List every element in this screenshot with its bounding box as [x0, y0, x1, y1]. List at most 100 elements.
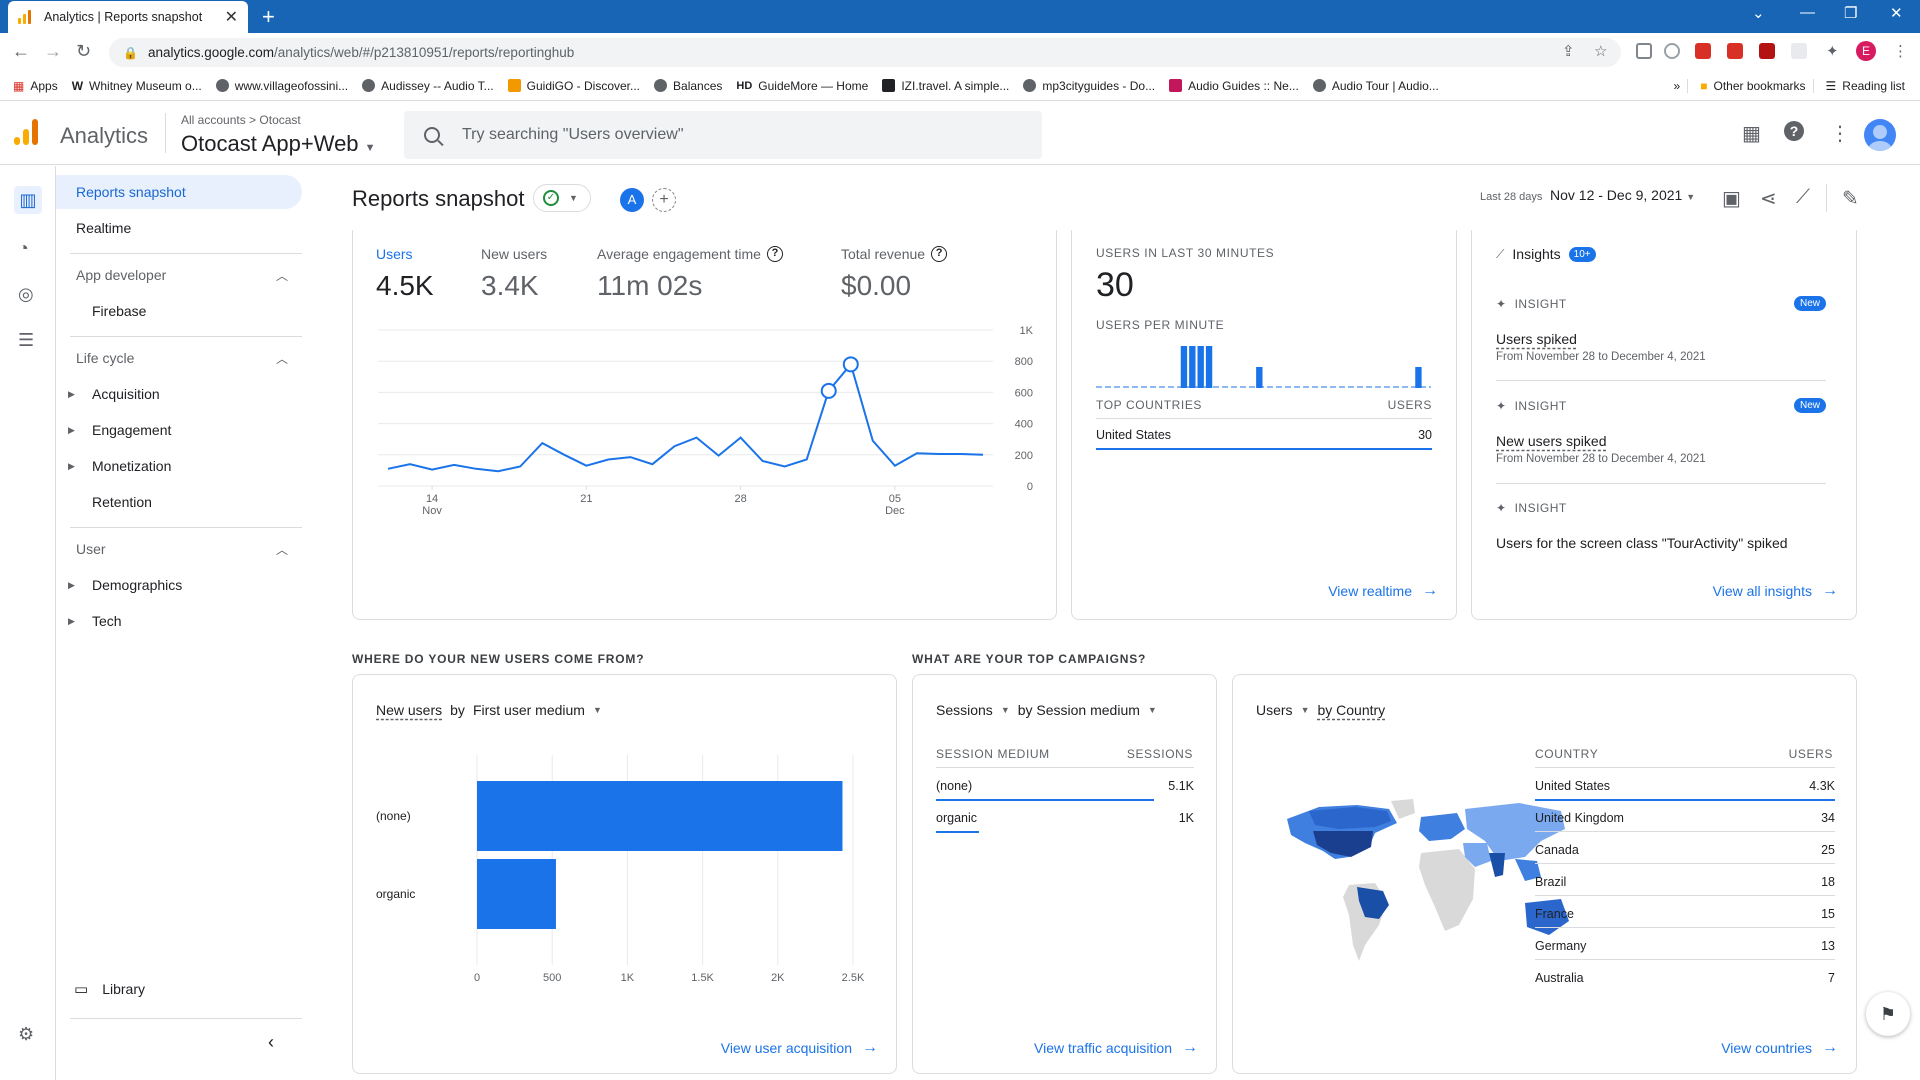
- help-icon[interactable]: ?: [766, 246, 783, 262]
- metric-avg-engagement[interactable]: Average engagement time? 11m 02s: [597, 246, 783, 302]
- customize-report-icon[interactable]: ▣: [1722, 188, 1741, 210]
- sidebar-item-realtime[interactable]: Realtime: [76, 220, 132, 236]
- reading-list[interactable]: ☰ Reading list: [1812, 78, 1912, 93]
- search-input[interactable]: [462, 126, 962, 144]
- more-options-icon[interactable]: ⋮: [1830, 123, 1850, 145]
- table-row[interactable]: Germany 13: [1535, 939, 1835, 953]
- view-user-acquisition-link[interactable]: View user acquisition →: [720, 1039, 878, 1056]
- browser-tab[interactable]: Analytics | Reports snapshot ✕: [8, 1, 248, 33]
- sidebar-item-engagement[interactable]: ▶ Engagement: [68, 422, 172, 438]
- property-selector[interactable]: Otocast App+Web ▼: [181, 131, 376, 156]
- add-comparison-icon[interactable]: +: [652, 188, 676, 212]
- sidebar-item-tech[interactable]: ▶ Tech: [68, 613, 122, 629]
- collapse-sidebar-icon[interactable]: ‹: [268, 1032, 274, 1052]
- metric-new-users[interactable]: New users 3.4K: [481, 246, 548, 301]
- sidebar-section-app-developer[interactable]: App developer ︿: [76, 267, 288, 283]
- bookmark-item[interactable]: IZI.travel. A simple...: [875, 79, 1016, 93]
- sidebar-item-monetization[interactable]: ▶ Monetization: [68, 458, 172, 474]
- table-row[interactable]: United States 30: [1096, 428, 1432, 442]
- sidebar-item-firebase[interactable]: Firebase: [92, 303, 147, 319]
- date-range-picker[interactable]: Nov 12 - Dec 9, 2021 ▼: [1550, 187, 1696, 203]
- minimize-icon[interactable]: —: [1800, 4, 1815, 21]
- other-bookmarks[interactable]: ■ Other bookmarks: [1687, 78, 1812, 93]
- settings-gear-icon[interactable]: ⚙: [18, 1024, 35, 1044]
- advertising-icon[interactable]: ◎: [18, 284, 34, 304]
- zoom-extension-icon[interactable]: [1791, 43, 1807, 59]
- bookmark-item[interactable]: GuidiGO - Discover...: [501, 79, 647, 93]
- bookmark-apps[interactable]: ▦ Apps: [13, 78, 58, 93]
- pdf-extension-icon[interactable]: [1695, 43, 1711, 59]
- sidebar-item-acquisition[interactable]: ▶ Acquisition: [68, 386, 160, 402]
- sidebar-item-demographics[interactable]: ▶ Demographics: [68, 577, 183, 593]
- status-dropdown[interactable]: ✓ ▼: [533, 184, 591, 212]
- reports-icon[interactable]: ▥: [14, 186, 42, 214]
- edit-pencil-icon[interactable]: ✎: [1842, 188, 1859, 210]
- more-bookmarks-icon[interactable]: »: [1673, 78, 1681, 93]
- tab-search-icon[interactable]: ⌄: [1752, 5, 1765, 22]
- close-window-icon[interactable]: ✕: [1890, 5, 1903, 22]
- extensions-puzzle-icon[interactable]: ✦: [1826, 43, 1839, 60]
- profile-avatar[interactable]: E: [1856, 41, 1876, 61]
- view-countries-link[interactable]: View countries →: [1721, 1039, 1838, 1056]
- search-box[interactable]: [404, 111, 1042, 159]
- bookmark-item[interactable]: W Whitney Museum o...: [71, 78, 202, 93]
- extension-icon[interactable]: [1636, 43, 1652, 59]
- bookmark-item[interactable]: Audio Guides :: Ne...: [1162, 79, 1306, 93]
- table-row[interactable]: (none) 5.1K: [936, 779, 1194, 793]
- table-row[interactable]: Australia 7: [1535, 971, 1835, 985]
- comparison-chip[interactable]: A: [620, 188, 644, 212]
- lock-icon[interactable]: 🔒: [123, 45, 138, 60]
- dimension-selector[interactable]: Users ▼ by Country: [1256, 702, 1386, 718]
- forward-icon[interactable]: →: [44, 41, 62, 61]
- close-tab-icon[interactable]: ✕: [224, 9, 238, 26]
- table-row[interactable]: United Kingdom 34: [1535, 811, 1835, 825]
- share-icon[interactable]: ⋖: [1760, 188, 1777, 210]
- table-row[interactable]: Canada 25: [1535, 843, 1835, 857]
- insight-item[interactable]: ✦ INSIGHT New Users spiked From November 2…: [1496, 296, 1826, 363]
- bookmark-item[interactable]: HD GuideMore — Home: [736, 78, 869, 93]
- reload-icon[interactable]: ↻: [76, 41, 92, 61]
- insight-item[interactable]: ✦ INSIGHT Users for the screen class "Tou…: [1496, 501, 1788, 551]
- url-omnibox[interactable]: 🔒 analytics.google.com /analytics/web/#/…: [109, 38, 1621, 67]
- table-row[interactable]: France 15: [1535, 907, 1835, 921]
- sidebar-section-life-cycle[interactable]: Life cycle ︿: [76, 350, 288, 366]
- view-realtime-link[interactable]: View realtime →: [1328, 582, 1438, 599]
- sidebar-item-reports-snapshot[interactable]: Reports snapshot: [56, 175, 302, 209]
- bookmark-item[interactable]: www.villageofossini...: [209, 79, 355, 93]
- metric-users[interactable]: Users 4.5K: [376, 246, 434, 301]
- sidebar-item-library[interactable]: ▭ Library: [74, 981, 145, 998]
- browser-menu-icon[interactable]: ⋮: [1893, 43, 1908, 60]
- view-traffic-acquisition-link[interactable]: View traffic acquisition →: [1034, 1039, 1198, 1056]
- new-tab-icon[interactable]: +: [262, 4, 275, 29]
- apps-grid-icon[interactable]: ▦: [1742, 123, 1761, 145]
- restore-icon[interactable]: ❐: [1844, 5, 1858, 22]
- breadcrumb[interactable]: All accounts > Otocast: [181, 113, 301, 127]
- extension-icon[interactable]: [1727, 43, 1743, 59]
- help-icon[interactable]: ?: [1784, 121, 1804, 141]
- account-avatar[interactable]: [1864, 119, 1896, 151]
- sidebar-item-retention[interactable]: Retention: [92, 494, 152, 510]
- configure-icon[interactable]: ☰: [18, 330, 35, 350]
- extension-icon[interactable]: [1664, 43, 1680, 59]
- metric-total-revenue[interactable]: Total revenue? $0.00: [841, 246, 948, 302]
- extension-icon[interactable]: [1759, 43, 1775, 59]
- sidebar-section-user[interactable]: User ︿: [76, 541, 288, 557]
- explore-icon[interactable]: ◔: [18, 238, 29, 258]
- bookmark-star-icon[interactable]: ☆: [1594, 43, 1608, 60]
- help-icon[interactable]: ?: [931, 246, 948, 262]
- table-row[interactable]: organic 1K: [936, 811, 1194, 825]
- insights-trend-icon[interactable]: ⟋: [1796, 186, 1810, 208]
- bookmark-item[interactable]: Balances: [647, 79, 729, 93]
- back-icon[interactable]: ←: [12, 41, 30, 61]
- bookmark-item[interactable]: Audissey -- Audio T...: [355, 79, 501, 93]
- table-row[interactable]: Brazil 18: [1535, 875, 1835, 889]
- dimension-selector[interactable]: New users by First user medium ▼: [376, 702, 602, 718]
- bookmark-item[interactable]: mp3cityguides - Do...: [1016, 79, 1162, 93]
- insight-item[interactable]: ✦ INSIGHT New New users spiked From Novemb…: [1496, 398, 1826, 465]
- dimension-selector[interactable]: Sessions ▼ by Session medium ▼: [936, 702, 1157, 718]
- share-page-icon[interactable]: ⇪: [1562, 43, 1575, 60]
- bookmark-item[interactable]: Audio Tour | Audio...: [1306, 79, 1446, 93]
- view-all-insights-link[interactable]: View all insights →: [1712, 582, 1838, 599]
- feedback-button[interactable]: ⚑: [1866, 992, 1910, 1036]
- table-row[interactable]: United States 4.3K: [1535, 779, 1835, 793]
